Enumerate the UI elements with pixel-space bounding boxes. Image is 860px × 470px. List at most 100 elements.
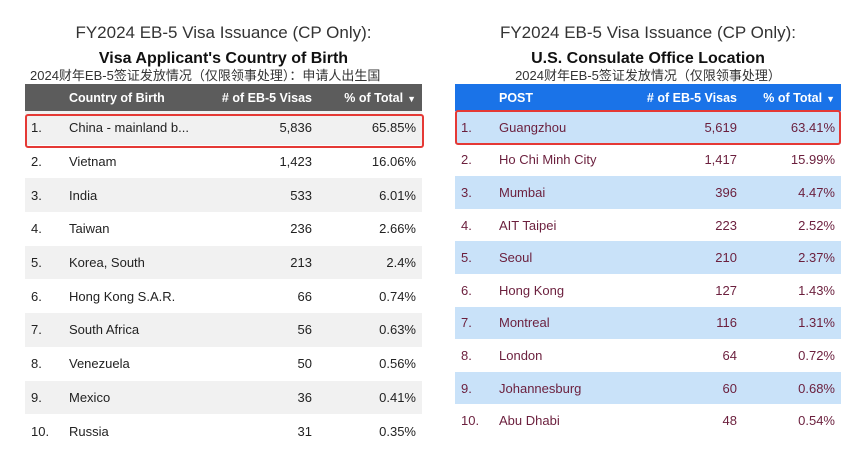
table-row[interactable]: 5. Seoul 210 2.37% (455, 241, 841, 274)
percent-cell: 6.01% (318, 178, 422, 213)
table-header-row: POST # of EB-5 Visas % of Total ▼ (455, 84, 841, 111)
name-cell: Seoul (493, 241, 633, 274)
percent-cell: 2.37% (743, 241, 841, 274)
table-row[interactable]: 1. China - mainland b... 5,836 65.85% (25, 111, 422, 145)
percent-cell: 1.31% (743, 306, 841, 340)
table-row[interactable]: 5. Korea, South 213 2.4% (25, 245, 422, 280)
rank-cell: 10. (455, 404, 493, 437)
sort-descending-icon[interactable]: ▼ (826, 93, 835, 104)
rank-cell: 1. (455, 111, 493, 144)
percent-cell: 2.4% (318, 245, 422, 280)
visas-cell: 127 (633, 273, 743, 307)
name-cell: Venezuela (63, 346, 213, 381)
country-of-birth-panel: FY2024 EB-5 Visa Issuance (CP Only): Vis… (25, 0, 424, 448)
rank-cell: 6. (455, 273, 493, 307)
name-cell: India (63, 178, 213, 213)
table-row[interactable]: 8. London 64 0.72% (455, 339, 841, 372)
percent-header-label: % of Total (344, 90, 404, 105)
name-cell: Taiwan (63, 212, 213, 246)
table-row[interactable]: 2. Ho Chi Minh City 1,417 15.99% (455, 143, 841, 177)
left-subtitle: Visa Applicant's Country of Birth (98, 50, 349, 67)
visas-cell: 1,423 (213, 144, 318, 179)
rank-cell: 8. (455, 339, 493, 372)
rank-cell: 10. (25, 414, 63, 448)
percent-cell: 4.47% (743, 176, 841, 209)
sort-descending-icon[interactable]: ▼ (407, 93, 416, 104)
rank-header (455, 84, 493, 111)
left-chinese-caption: 2024财年EB-5签证发放情况（仅限领事处理）：申请人出生国 (30, 68, 381, 83)
name-cell: China - mainland b... (63, 111, 213, 145)
visas-cell: 36 (213, 380, 318, 415)
percent-cell: 16.06% (318, 144, 422, 179)
rank-cell: 4. (25, 212, 63, 246)
table-row[interactable]: 7. Montreal 116 1.31% (455, 306, 841, 340)
percent-cell: 65.85% (318, 111, 422, 145)
table-row[interactable]: 4. Taiwan 236 2.66% (25, 212, 422, 246)
percent-cell: 0.56% (318, 346, 422, 381)
table-row[interactable]: 7. South Africa 56 0.63% (25, 313, 422, 347)
visas-cell: 31 (213, 414, 318, 448)
table-row[interactable]: 4. AIT Taipei 223 2.52% (455, 208, 841, 242)
visas-cell: 5,836 (213, 111, 318, 145)
visas-cell: 50 (213, 346, 318, 381)
name-cell: Hong Kong S.A.R. (63, 279, 213, 314)
name-cell: Korea, South (63, 245, 213, 280)
name-cell: Abu Dhabi (493, 404, 633, 437)
rank-cell: 2. (25, 144, 63, 179)
name-cell: Ho Chi Minh City (493, 143, 633, 177)
rank-cell: 5. (455, 241, 493, 274)
percent-cell: 15.99% (743, 143, 841, 177)
table-row[interactable]: 10. Abu Dhabi 48 0.54% (455, 404, 841, 437)
consulate-location-table: POST # of EB-5 Visas % of Total ▼ 1. Guang… (455, 84, 841, 437)
percent-column-header[interactable]: % of Total ▼ (318, 84, 422, 111)
country-of-birth-table: Country of Birth # of EB-5 Visas % of To… (25, 84, 422, 448)
rank-cell: 3. (455, 176, 493, 209)
percent-header-label: % of Total (763, 90, 823, 105)
rank-cell: 6. (25, 279, 63, 314)
rank-cell: 7. (25, 313, 63, 347)
country-column-header[interactable]: Country of Birth (63, 84, 213, 111)
left-title: FY2024 EB-5 Visa Issuance (CP Only): (75, 23, 372, 42)
visas-column-header[interactable]: # of EB-5 Visas (633, 84, 743, 111)
rank-cell: 9. (25, 380, 63, 415)
rank-cell: 9. (455, 371, 493, 405)
percent-cell: 63.41% (743, 111, 841, 144)
percent-cell: 0.54% (743, 404, 841, 437)
name-cell: Johannesburg (493, 371, 633, 405)
name-cell: Mumbai (493, 176, 633, 209)
visas-cell: 60 (633, 371, 743, 405)
table-row[interactable]: 3. Mumbai 396 4.47% (455, 176, 841, 209)
percent-cell: 0.35% (318, 414, 422, 448)
post-column-header[interactable]: POST (493, 84, 633, 111)
table-row[interactable]: 1. Guangzhou 5,619 63.41% (455, 111, 841, 144)
percent-column-header[interactable]: % of Total ▼ (743, 84, 841, 111)
visas-cell: 223 (633, 208, 743, 242)
name-cell: Hong Kong (493, 273, 633, 307)
table-row[interactable]: 10. Russia 31 0.35% (25, 414, 422, 448)
percent-cell: 1.43% (743, 273, 841, 307)
visas-cell: 1,417 (633, 143, 743, 177)
rank-cell: 4. (455, 208, 493, 242)
percent-cell: 0.63% (318, 313, 422, 347)
rank-cell: 3. (25, 178, 63, 213)
table-row[interactable]: 9. Mexico 36 0.41% (25, 380, 422, 415)
visas-cell: 116 (633, 306, 743, 340)
visas-cell: 533 (213, 178, 318, 213)
percent-cell: 0.72% (743, 339, 841, 372)
percent-cell: 2.52% (743, 208, 841, 242)
table-row[interactable]: 2. Vietnam 1,423 16.06% (25, 144, 422, 179)
table-row[interactable]: 9. Johannesburg 60 0.68% (455, 371, 841, 405)
visas-cell: 236 (213, 212, 318, 246)
visas-cell: 64 (633, 339, 743, 372)
rank-header (25, 84, 63, 111)
visas-cell: 56 (213, 313, 318, 347)
table-row[interactable]: 8. Venezuela 50 0.56% (25, 346, 422, 381)
table-row[interactable]: 6. Hong Kong 127 1.43% (455, 273, 841, 307)
right-title: FY2024 EB-5 Visa Issuance (CP Only): (499, 23, 797, 42)
visas-cell: 5,619 (633, 111, 743, 144)
visas-cell: 48 (633, 404, 743, 437)
right-subtitle: U.S. Consulate Office Location (531, 50, 765, 67)
table-row[interactable]: 6. Hong Kong S.A.R. 66 0.74% (25, 279, 422, 314)
table-row[interactable]: 3. India 533 6.01% (25, 178, 422, 213)
visas-column-header[interactable]: # of EB-5 Visas (213, 84, 318, 111)
